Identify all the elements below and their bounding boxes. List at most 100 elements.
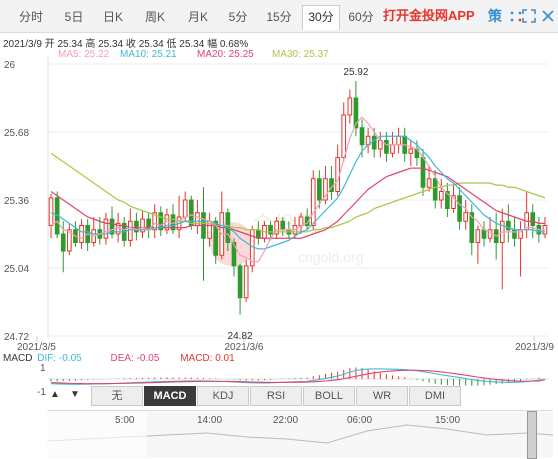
dots-grid-icon[interactable] bbox=[508, 6, 524, 31]
y-tick-label: 25.36 bbox=[4, 196, 29, 207]
candle-body bbox=[60, 233, 66, 252]
macd-value-legend: MACD: 0.01 bbox=[180, 353, 235, 364]
indicator-wr-button[interactable]: WR bbox=[356, 386, 408, 406]
indicator-dmi-button[interactable]: DMI bbox=[409, 386, 461, 406]
low-value: 25.34 bbox=[179, 39, 205, 50]
tab-5day[interactable]: 5日 bbox=[64, 10, 84, 24]
close-icon[interactable] bbox=[540, 6, 556, 31]
candle bbox=[201, 187, 206, 281]
candle-body bbox=[408, 148, 414, 154]
nav-time-label: 15:00 bbox=[435, 415, 461, 426]
y-tick-label: 26 bbox=[4, 60, 16, 71]
candle bbox=[408, 140, 414, 166]
tab-60min[interactable]: 60分 bbox=[348, 10, 374, 24]
candle-body bbox=[347, 97, 353, 116]
change-label: 幅 bbox=[207, 39, 218, 50]
candle bbox=[79, 219, 84, 249]
candle bbox=[384, 132, 389, 162]
watermark-url: cngold.org bbox=[298, 249, 363, 265]
candle-body bbox=[396, 135, 401, 146]
candle bbox=[268, 221, 273, 241]
scroll-right-button[interactable]: ▼ bbox=[70, 389, 80, 400]
tab-15min[interactable]: 15分 bbox=[266, 10, 292, 24]
candle-body bbox=[420, 157, 426, 188]
candle-body bbox=[158, 212, 164, 231]
candle-body bbox=[323, 178, 328, 201]
candle-body bbox=[438, 191, 444, 201]
macd-y-tick-label: -1 bbox=[37, 387, 46, 398]
candle-body bbox=[487, 229, 493, 239]
tab-weekly-k[interactable]: 周K bbox=[144, 10, 165, 24]
candle-body bbox=[298, 216, 304, 226]
ma5-line bbox=[50, 116, 545, 263]
nav-time-label: 14:00 bbox=[197, 415, 223, 426]
time-navigator[interactable]: 5:00 14:00 22:00 06:00 15:00 bbox=[47, 410, 553, 459]
candle bbox=[158, 206, 164, 237]
candle bbox=[310, 170, 316, 230]
candle bbox=[249, 225, 255, 273]
candle bbox=[438, 178, 444, 209]
high-value: 25.34 bbox=[98, 39, 124, 50]
candle-body bbox=[512, 229, 517, 239]
candle bbox=[469, 204, 475, 256]
candle bbox=[188, 195, 194, 230]
candle bbox=[499, 208, 505, 290]
candle bbox=[274, 217, 279, 239]
candle bbox=[475, 225, 481, 264]
x-axis-labels: 2021/3/5 2021/3/6 2021/3/9 bbox=[17, 342, 554, 353]
price-annotations: 25.92 24.82 bbox=[228, 67, 369, 342]
candle-body bbox=[457, 195, 462, 222]
dea-line bbox=[51, 369, 546, 385]
low-price-label: 24.82 bbox=[228, 331, 253, 342]
strategy-button[interactable]: 策 bbox=[488, 8, 502, 24]
tab-monthly-k[interactable]: 月K bbox=[187, 10, 208, 24]
info-date: 2021/3/9 bbox=[3, 39, 42, 50]
nav-time-label: 5:00 bbox=[115, 415, 135, 426]
candle-body bbox=[152, 212, 158, 231]
tab-daily-k[interactable]: 日K bbox=[102, 10, 123, 24]
indicator-boll-button[interactable]: BOLL bbox=[303, 386, 355, 406]
y-tick-label: 24.72 bbox=[4, 332, 29, 343]
candle-body bbox=[280, 220, 286, 231]
y-tick-label: 25.04 bbox=[4, 264, 29, 275]
candle-body bbox=[445, 191, 450, 209]
low-label: 低 bbox=[166, 39, 177, 50]
dea-legend: DEA: -0.05 bbox=[110, 353, 160, 364]
candle bbox=[237, 263, 243, 315]
candle-body bbox=[451, 195, 456, 209]
candle bbox=[524, 191, 529, 239]
candle-body bbox=[506, 220, 511, 231]
tab-30min[interactable]: 30分 bbox=[302, 5, 340, 30]
candle-body bbox=[109, 218, 115, 235]
indicator-none-button[interactable]: 无 bbox=[91, 386, 143, 406]
macd-legend-name: MACD bbox=[3, 353, 33, 364]
candle bbox=[335, 144, 340, 196]
scroll-left-button[interactable]: ▲ bbox=[50, 389, 60, 400]
nav-time-label: 06:00 bbox=[347, 415, 373, 426]
indicator-macd-button[interactable]: MACD bbox=[144, 386, 196, 406]
tab-timeshare[interactable]: 分时 bbox=[18, 10, 43, 24]
ma5-legend: MA5: 25.22 bbox=[58, 49, 110, 60]
ma10-legend: MA10: 25.21 bbox=[120, 49, 177, 60]
macd-y-tick-label: 1 bbox=[40, 363, 46, 374]
candle-body bbox=[359, 127, 365, 146]
candle-body bbox=[432, 178, 438, 201]
tab-5min[interactable]: 5分 bbox=[228, 10, 248, 24]
candle-body bbox=[79, 225, 84, 243]
indicator-kdj-button[interactable]: KDJ bbox=[197, 386, 249, 406]
navigator-handle[interactable] bbox=[527, 411, 537, 459]
ma30-line bbox=[50, 152, 546, 233]
open-value: 25.34 bbox=[57, 39, 83, 50]
candle-body bbox=[213, 220, 219, 256]
ma10-line bbox=[50, 135, 545, 250]
expand-icon[interactable] bbox=[521, 6, 537, 31]
x-tick-label: 2021/3/6 bbox=[225, 342, 264, 353]
candle bbox=[341, 102, 347, 162]
indicator-rsi-button[interactable]: RSI bbox=[250, 386, 302, 406]
ma20-line bbox=[50, 167, 545, 239]
candle-body bbox=[268, 225, 273, 235]
candle bbox=[140, 210, 145, 239]
candle bbox=[481, 221, 487, 247]
open-app-link[interactable]: 打开金投网APP bbox=[383, 8, 475, 23]
candle bbox=[103, 212, 109, 245]
